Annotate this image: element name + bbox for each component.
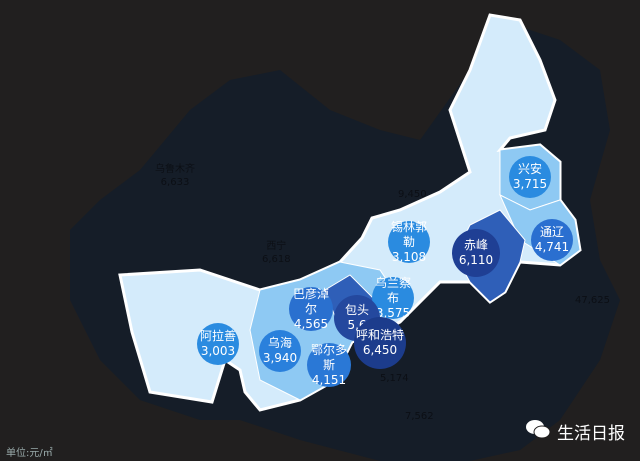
city-bubble[interactable]: 巴彦淖尔 4,565 — [289, 287, 333, 331]
city-name: 乌海 — [267, 336, 292, 350]
city-name: 阿拉善 — [199, 329, 236, 343]
city-bubble[interactable]: 兴安 3,715 — [509, 156, 551, 198]
city-value: 3,575 — [375, 305, 411, 320]
city-name: 呼和浩特 — [355, 328, 404, 342]
city-value: 3,940 — [262, 351, 298, 365]
bg-label: 乌鲁木齐 6,633 — [155, 164, 195, 188]
bg-label: 西宁 6,618 — [262, 241, 291, 265]
city-name: 巴彦淖尔 — [292, 286, 329, 316]
city-name: 包头 — [344, 303, 369, 317]
city-value: 6,450 — [362, 343, 398, 357]
city-value: 4,151 — [311, 372, 347, 387]
bg-label: 9,450 — [398, 189, 427, 200]
city-bubble[interactable]: 通辽 4,741 — [531, 219, 573, 261]
city-bubble[interactable]: 阿拉善 3,003 — [197, 323, 239, 365]
city-name: 兴安 — [517, 162, 542, 176]
bg-label: 5,174 — [380, 373, 409, 384]
city-name: 乌兰察布 — [374, 275, 411, 305]
brand: 生活日报 — [525, 418, 625, 445]
unit-label: 单位:元/㎡ — [6, 448, 53, 459]
city-bubble[interactable]: 乌海 3,940 — [259, 330, 301, 372]
brand-name: 生活日报 — [557, 424, 625, 444]
city-value: 3,003 — [200, 344, 236, 358]
city-name: 鄂尔多斯 — [310, 342, 347, 372]
bg-label: 7,562 — [405, 411, 434, 422]
city-bubble[interactable]: 赤峰 6,110 — [452, 229, 500, 277]
city-value: 4,741 — [534, 240, 570, 254]
city-name: 赤峰 — [463, 238, 488, 252]
city-value: 3,715 — [512, 177, 548, 191]
city-value: 4,565 — [293, 316, 329, 331]
city-bubble[interactable]: 锡林郭勒 3,108 — [388, 219, 430, 264]
city-value: 6,110 — [458, 253, 494, 267]
city-bubble[interactable]: 乌兰察布 3,575 — [372, 275, 414, 320]
city-value: 3,108 — [391, 249, 427, 264]
city-bubble[interactable]: 鄂尔多斯 4,151 — [307, 343, 351, 387]
bg-label: 47,625 — [575, 295, 610, 306]
city-name: 锡林郭勒 — [390, 219, 427, 249]
wechat-icon — [525, 418, 551, 445]
city-name: 通辽 — [539, 225, 564, 239]
city-bubble[interactable]: 呼和浩特 6,450 — [354, 317, 406, 369]
